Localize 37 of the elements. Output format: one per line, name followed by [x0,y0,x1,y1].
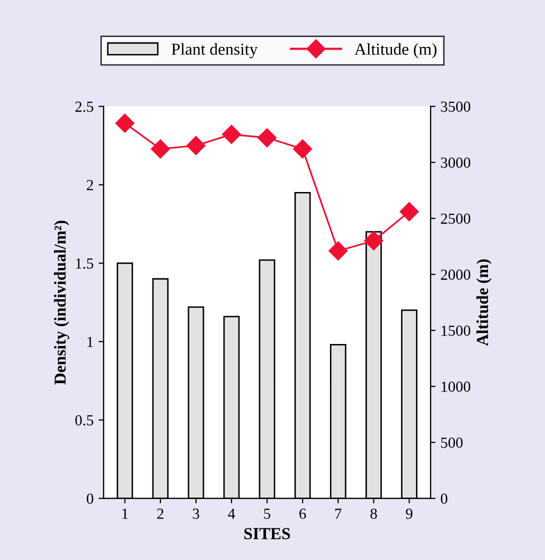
point [222,124,242,144]
y-tick-label: 2.5 [75,102,94,112]
y2-tick-label: 0 [440,494,448,504]
x-tick-label: 7 [335,508,342,519]
y-tick-label: 1.5 [76,258,94,269]
y2-tick-label: 3500 [441,102,470,112]
y-tick-label: 0.5 [75,415,94,426]
y2-tick-label: 1500 [442,326,470,336]
y2-tick-label: 2500 [440,214,470,224]
point [186,136,206,156]
x-tick-label: 3 [192,508,200,519]
y-axis-title: Density (individual/m²) [54,220,70,384]
y-tick-label: 2 [86,180,93,190]
point [328,241,348,260]
y2-tick-label: 1000 [442,382,470,392]
x-tick-label: 9 [406,508,412,519]
x-tick-label: 2 [157,508,164,519]
y2-tick-label: 3000 [441,158,470,168]
point [293,139,312,158]
point [364,231,384,250]
x-tick-label: 1 [122,508,128,519]
x-tick-label: 8 [370,508,377,519]
legend-label: Altitude (m) [354,43,436,58]
y-tick-label: 0 [86,494,94,504]
x-axis-title: SITES [244,528,290,540]
y2-axis-title: Altitude (m) [476,259,492,346]
x-tick-label: 6 [299,508,306,519]
y-tick-label: 1 [88,336,93,347]
legend-label: Plant density [172,43,258,58]
point [400,202,419,222]
y2-tick-label: 500 [441,438,463,448]
point [150,139,170,158]
point [115,114,134,133]
x-tick-label: 5 [264,508,270,519]
point [258,128,277,148]
y2-tick-label: 2000 [440,270,470,280]
x-tick-label: 4 [228,508,236,519]
